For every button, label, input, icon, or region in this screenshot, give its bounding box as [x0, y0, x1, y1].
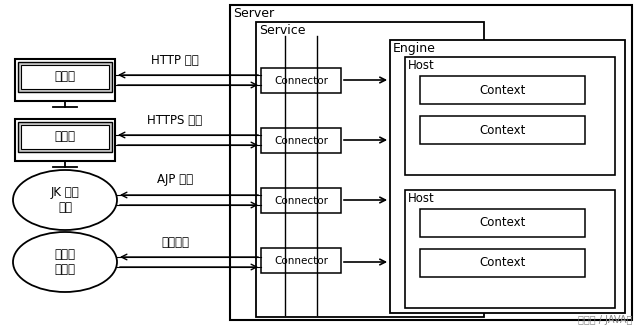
- Text: Engine: Engine: [393, 42, 436, 55]
- Text: Context: Context: [479, 123, 525, 137]
- Text: Host: Host: [408, 192, 435, 205]
- Text: 头条号 / JAVA馆: 头条号 / JAVA馆: [578, 315, 632, 325]
- Bar: [261, 188, 341, 213]
- Bar: [405, 57, 615, 175]
- Text: Server: Server: [233, 7, 274, 20]
- Bar: [15, 119, 115, 161]
- Text: AJP 协议: AJP 协议: [157, 174, 193, 186]
- Text: Context: Context: [479, 256, 525, 270]
- Text: JK 连接
程序: JK 连接 程序: [51, 186, 79, 214]
- Bar: [21, 125, 109, 149]
- Text: Connector: Connector: [274, 76, 328, 85]
- Bar: [261, 128, 341, 153]
- Bar: [420, 249, 585, 277]
- Bar: [390, 40, 625, 313]
- Bar: [261, 68, 341, 93]
- Bar: [18, 62, 112, 92]
- Text: Context: Context: [479, 216, 525, 229]
- Text: Host: Host: [408, 59, 435, 72]
- Text: Context: Context: [479, 83, 525, 96]
- Ellipse shape: [13, 170, 117, 230]
- Text: 浏览器: 浏览器: [54, 130, 76, 144]
- Bar: [420, 76, 585, 104]
- Bar: [420, 116, 585, 144]
- Text: 其他连
接程序: 其他连 接程序: [54, 248, 76, 276]
- Text: HTTPS 协议: HTTPS 协议: [147, 114, 203, 126]
- Text: Service: Service: [259, 24, 305, 37]
- Bar: [420, 209, 585, 237]
- Text: HTTP 协议: HTTP 协议: [151, 53, 199, 67]
- Text: Connector: Connector: [274, 136, 328, 146]
- Bar: [21, 65, 109, 89]
- Text: 其他协议: 其他协议: [161, 236, 189, 248]
- Bar: [405, 190, 615, 308]
- Ellipse shape: [13, 232, 117, 292]
- Text: Connector: Connector: [274, 255, 328, 266]
- Bar: [261, 248, 341, 273]
- Text: Connector: Connector: [274, 195, 328, 206]
- Text: 浏览器: 浏览器: [54, 71, 76, 83]
- Bar: [18, 122, 112, 152]
- Bar: [256, 22, 484, 317]
- Bar: [230, 5, 632, 320]
- Bar: [15, 59, 115, 101]
